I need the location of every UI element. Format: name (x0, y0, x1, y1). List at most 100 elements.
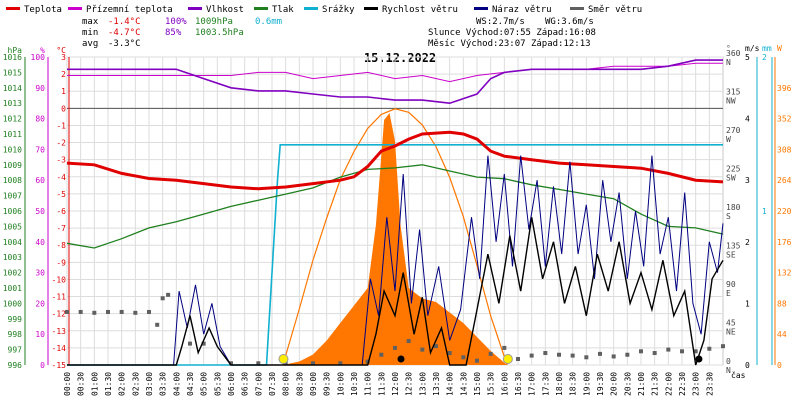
smer-point-36 (625, 352, 630, 357)
smer-point-10 (188, 341, 192, 346)
x-tick-47: 23:30 (705, 372, 714, 396)
humidity-axis-tick-9: 90 (35, 84, 45, 93)
direction-tick-4: 180 (726, 203, 741, 212)
pressure-axis-tick-13: 1009 (3, 161, 22, 170)
x-tick-39: 19:30 (596, 372, 605, 396)
temperature-axis-tick-5: -10 (52, 275, 67, 284)
stat-rain: 0.6mm (255, 17, 282, 27)
humidity-axis-tick-10: 100 (31, 53, 46, 62)
direction-letter-6: W (726, 135, 731, 144)
direction-letter-4: S (726, 212, 731, 221)
smer-point-6 (147, 309, 151, 314)
smer-point-28 (516, 357, 520, 362)
direction-letter-8: N (726, 58, 731, 67)
wind-axis-tick-3: 3 (745, 176, 750, 185)
smer-point-26 (488, 351, 493, 356)
series-slunce-teor (282, 108, 508, 366)
pressure-axis-tick-15: 1011 (3, 130, 22, 139)
legend-label-pocitova: Přízemní teplota (86, 5, 173, 15)
x-tick-36: 18:00 (555, 372, 564, 396)
smer-point-18 (379, 352, 384, 357)
temperature-axis-tick-15: 0 (61, 104, 66, 113)
stat-max-label: max (82, 17, 99, 27)
smer-point-2 (92, 310, 97, 315)
solar-axis-tick-2: 88 (777, 299, 787, 308)
pressure-axis-tick-8: 1004 (3, 238, 22, 247)
direction-tick-1: 45 (726, 319, 736, 328)
x-tick-32: 16:00 (500, 372, 509, 396)
smer-point-0 (65, 309, 69, 314)
direction-letter-3: SE (726, 251, 736, 260)
x-tick-40: 20:00 (610, 372, 619, 396)
wind-axis-tick-1: 1 (745, 299, 750, 308)
sunset-marker (502, 354, 513, 364)
smer-point-22 (434, 344, 438, 349)
direction-tick-2: 90 (726, 280, 736, 289)
smer-point-4 (119, 309, 124, 314)
direction-letter-7: NW (726, 97, 736, 106)
x-tick-27: 13:30 (432, 372, 441, 396)
x-tick-23: 11:30 (377, 372, 386, 396)
legend-swatch-vlhkost (188, 7, 202, 10)
stat-max-press: 1009hPa (195, 17, 233, 27)
pressure-axis-tick-14: 1010 (3, 145, 22, 154)
x-tick-13: 06:30 (241, 372, 250, 396)
direction-tick-8: 360 (726, 49, 741, 58)
wind-axis-tick-5: 5 (745, 53, 750, 62)
temperature-axis-tick-6: -9 (56, 258, 66, 267)
humidity-axis-tick-2: 20 (35, 299, 45, 308)
x-tick-28: 14:00 (446, 372, 455, 396)
x-tick-43: 21:30 (651, 372, 660, 396)
pressure-axis-tick-12: 1008 (3, 176, 22, 185)
smer-point-34 (598, 351, 602, 356)
x-tick-5: 02:30 (131, 372, 140, 396)
x-tick-10: 05:00 (200, 372, 209, 396)
legend-label-srazky: Srážky (322, 5, 355, 15)
x-tick-29: 14:30 (459, 372, 468, 396)
series-rychlost (67, 217, 724, 366)
x-axis: 00:00 00:30 01:00 01:30 02:00 02:30 03:00 03:30… (63, 370, 746, 396)
solar-axis-tick-0: 0 (777, 361, 782, 370)
x-tick-17: 08:30 (295, 372, 304, 396)
wind-axis-unit: m/s (745, 44, 760, 53)
pressure-axis-tick-19: 1015 (3, 68, 22, 77)
pressure-axis-tick-9: 1005 (3, 222, 22, 231)
temperature-axis-tick-11: -4 (56, 173, 66, 182)
smer-point-3 (106, 309, 110, 314)
legend-label-vlhkost: Vlhkost (206, 5, 244, 15)
legend-swatch-teplota (6, 7, 20, 10)
x-tick-45: 22:30 (678, 372, 687, 396)
stat-avg-label: avg (82, 39, 98, 49)
legend-swatch-pocitova (68, 7, 82, 10)
solar-axis-tick-6: 264 (777, 176, 792, 185)
wind-axis-tick-0: 0 (745, 361, 750, 370)
legend-swatch-rychlost (364, 7, 378, 10)
direction-letter-1: NE (726, 328, 736, 337)
series-srazky (67, 144, 723, 366)
temperature-axis-tick-0: -15 (52, 361, 67, 370)
x-tick-14: 07:00 (254, 372, 263, 396)
pressure-axis-tick-7: 1003 (3, 253, 22, 262)
direction-letter-5: SW (726, 174, 736, 183)
solar-axis-tick-8: 352 (777, 115, 792, 124)
direction-axis-unit: ° (726, 44, 731, 53)
temperature-axis-tick-14: -1 (56, 121, 66, 130)
solar-axis-tick-5: 220 (777, 207, 792, 216)
x-tick-22: 11:00 (364, 372, 373, 396)
smer-point-19 (393, 345, 397, 350)
temperature-axis-tick-1: -14 (52, 344, 67, 353)
temperature-axis-tick-3: -12 (52, 310, 67, 319)
smer-point-15 (311, 361, 315, 366)
pressure-axis-tick-16: 1012 (3, 115, 22, 124)
direction-tick-6: 270 (726, 126, 741, 135)
humidity-axis-tick-0: 0 (40, 361, 45, 370)
pressure-axis-tick-5: 1001 (3, 284, 22, 293)
moonrise-marker (695, 355, 703, 363)
smer-point-40 (680, 349, 684, 354)
x-tick-38: 19:00 (582, 372, 591, 396)
temperature-axis-tick-9: -6 (56, 207, 66, 216)
stat-min-hum: 85% (165, 28, 182, 38)
x-axis-label: čas (731, 370, 746, 380)
